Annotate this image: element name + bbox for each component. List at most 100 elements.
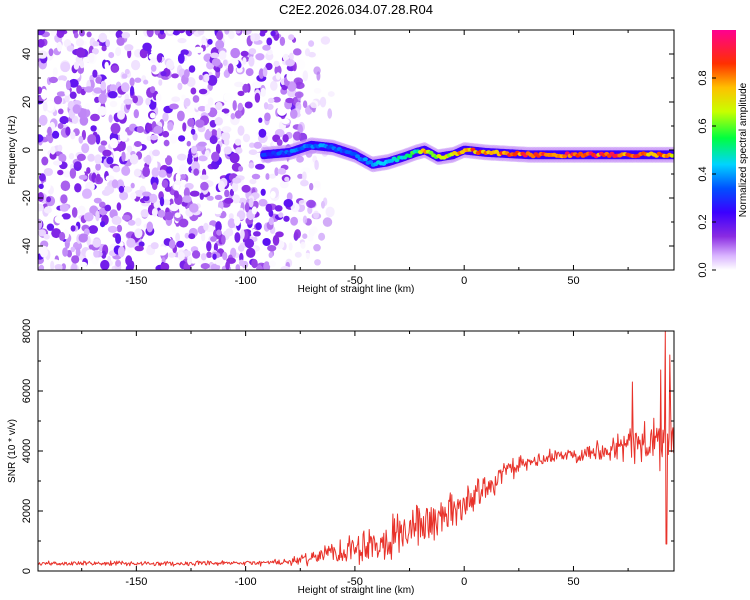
noise-cell bbox=[116, 37, 125, 46]
noise-cell bbox=[69, 168, 77, 179]
noise-cell bbox=[251, 173, 261, 180]
noise-cell bbox=[175, 232, 181, 242]
noise-cell bbox=[111, 65, 120, 73]
spectrogram-y-axis-label: Frequency (Hz) bbox=[7, 116, 18, 185]
noise-cell bbox=[237, 102, 243, 111]
colorbar-ticks: 0.0 0.2 0.4 0.6 0.8 bbox=[697, 70, 716, 278]
colorbar-gradient bbox=[712, 30, 736, 270]
noise-cell bbox=[288, 242, 293, 251]
y-tick-label: 6000 bbox=[21, 379, 33, 403]
noise-cell bbox=[94, 96, 100, 103]
noise-cell bbox=[274, 167, 279, 177]
noise-cell bbox=[59, 30, 66, 34]
noise-cell bbox=[40, 247, 48, 258]
noise-cell bbox=[162, 112, 169, 122]
x-tick-label: -100 bbox=[235, 576, 257, 588]
noise-cell bbox=[111, 215, 122, 225]
noise-cell bbox=[62, 247, 68, 257]
noise-cell bbox=[300, 179, 309, 187]
noise-cell bbox=[228, 213, 234, 220]
snr-frame bbox=[37, 330, 675, 572]
noise-cell bbox=[75, 38, 84, 47]
signal-core bbox=[362, 157, 368, 162]
noise-cell bbox=[97, 106, 107, 116]
snr-x-ticks: -150 -100 -50 0 50 bbox=[81, 331, 629, 588]
x-tick-label: -50 bbox=[347, 275, 363, 287]
noise-cell bbox=[265, 203, 273, 213]
noise-cell bbox=[309, 182, 314, 191]
noise-cell bbox=[288, 34, 295, 41]
noise-cell bbox=[277, 168, 287, 175]
noise-cell bbox=[53, 95, 63, 105]
y-tick-label: 0 bbox=[21, 568, 33, 574]
noise-cell bbox=[159, 196, 165, 207]
noise-cell bbox=[38, 114, 48, 126]
noise-cell bbox=[263, 261, 271, 270]
noise-cell bbox=[290, 202, 300, 213]
noise-cell bbox=[58, 153, 67, 163]
noise-cell bbox=[245, 68, 254, 77]
noise-cell bbox=[91, 48, 99, 55]
noise-cell bbox=[81, 143, 90, 154]
noise-cell bbox=[238, 165, 244, 172]
noise-cell bbox=[262, 238, 271, 246]
noise-cell bbox=[283, 215, 290, 222]
noise-cell bbox=[101, 250, 107, 259]
noise-cell bbox=[222, 59, 228, 66]
noise-cell bbox=[284, 176, 290, 182]
noise-cell bbox=[307, 235, 314, 242]
noise-cell bbox=[258, 68, 265, 79]
noise-cell bbox=[182, 122, 187, 132]
noise-cell bbox=[77, 205, 86, 215]
noise-cell bbox=[281, 118, 290, 125]
noise-cell bbox=[287, 89, 297, 98]
noise-cell bbox=[221, 126, 232, 133]
noise-cell bbox=[177, 38, 187, 44]
noise-cell bbox=[187, 118, 195, 127]
noise-cell bbox=[119, 191, 129, 201]
noise-cell bbox=[240, 229, 245, 240]
noise-cell bbox=[38, 192, 44, 202]
noise-cell bbox=[176, 240, 185, 248]
noise-cell bbox=[100, 140, 108, 146]
noise-cell bbox=[164, 186, 172, 192]
noise-cell bbox=[59, 116, 69, 125]
noise-cell bbox=[279, 180, 289, 189]
colorbar-tick-label: 0.2 bbox=[697, 214, 709, 229]
noise-cell bbox=[264, 112, 271, 122]
noise-cell bbox=[210, 263, 221, 270]
noise-cell bbox=[83, 36, 89, 43]
noise-cell bbox=[262, 66, 268, 78]
noise-cell bbox=[184, 69, 190, 78]
noise-cell bbox=[104, 185, 115, 195]
noise-cell bbox=[277, 106, 287, 116]
noise-cell bbox=[143, 79, 149, 85]
noise-cell bbox=[308, 51, 316, 58]
noise-cell bbox=[60, 61, 71, 73]
noise-cell bbox=[234, 232, 241, 243]
noise-cell bbox=[276, 139, 283, 147]
noise-cell bbox=[59, 204, 69, 212]
noise-cell bbox=[237, 125, 245, 136]
colorbar-tick-label: 0.0 bbox=[697, 262, 709, 277]
noise-cell bbox=[181, 94, 186, 100]
noise-cell bbox=[146, 135, 151, 142]
noise-cell bbox=[126, 145, 133, 153]
noise-cell bbox=[244, 101, 253, 109]
noise-cell bbox=[124, 68, 130, 75]
noise-cell bbox=[130, 85, 135, 96]
noise-cell bbox=[229, 188, 234, 197]
noise-cell bbox=[201, 35, 207, 46]
noise-cell bbox=[56, 41, 63, 52]
noise-cell bbox=[68, 153, 75, 160]
noise-cell bbox=[93, 249, 99, 258]
noise-cell bbox=[314, 159, 319, 171]
noise-cell bbox=[234, 216, 241, 227]
noise-cell bbox=[150, 57, 157, 64]
noise-cell bbox=[216, 31, 224, 40]
noise-cell bbox=[83, 212, 94, 222]
noise-cell bbox=[152, 160, 158, 170]
noise-cell bbox=[232, 177, 242, 184]
noise-cell bbox=[111, 179, 119, 189]
noise-cell bbox=[38, 218, 43, 230]
